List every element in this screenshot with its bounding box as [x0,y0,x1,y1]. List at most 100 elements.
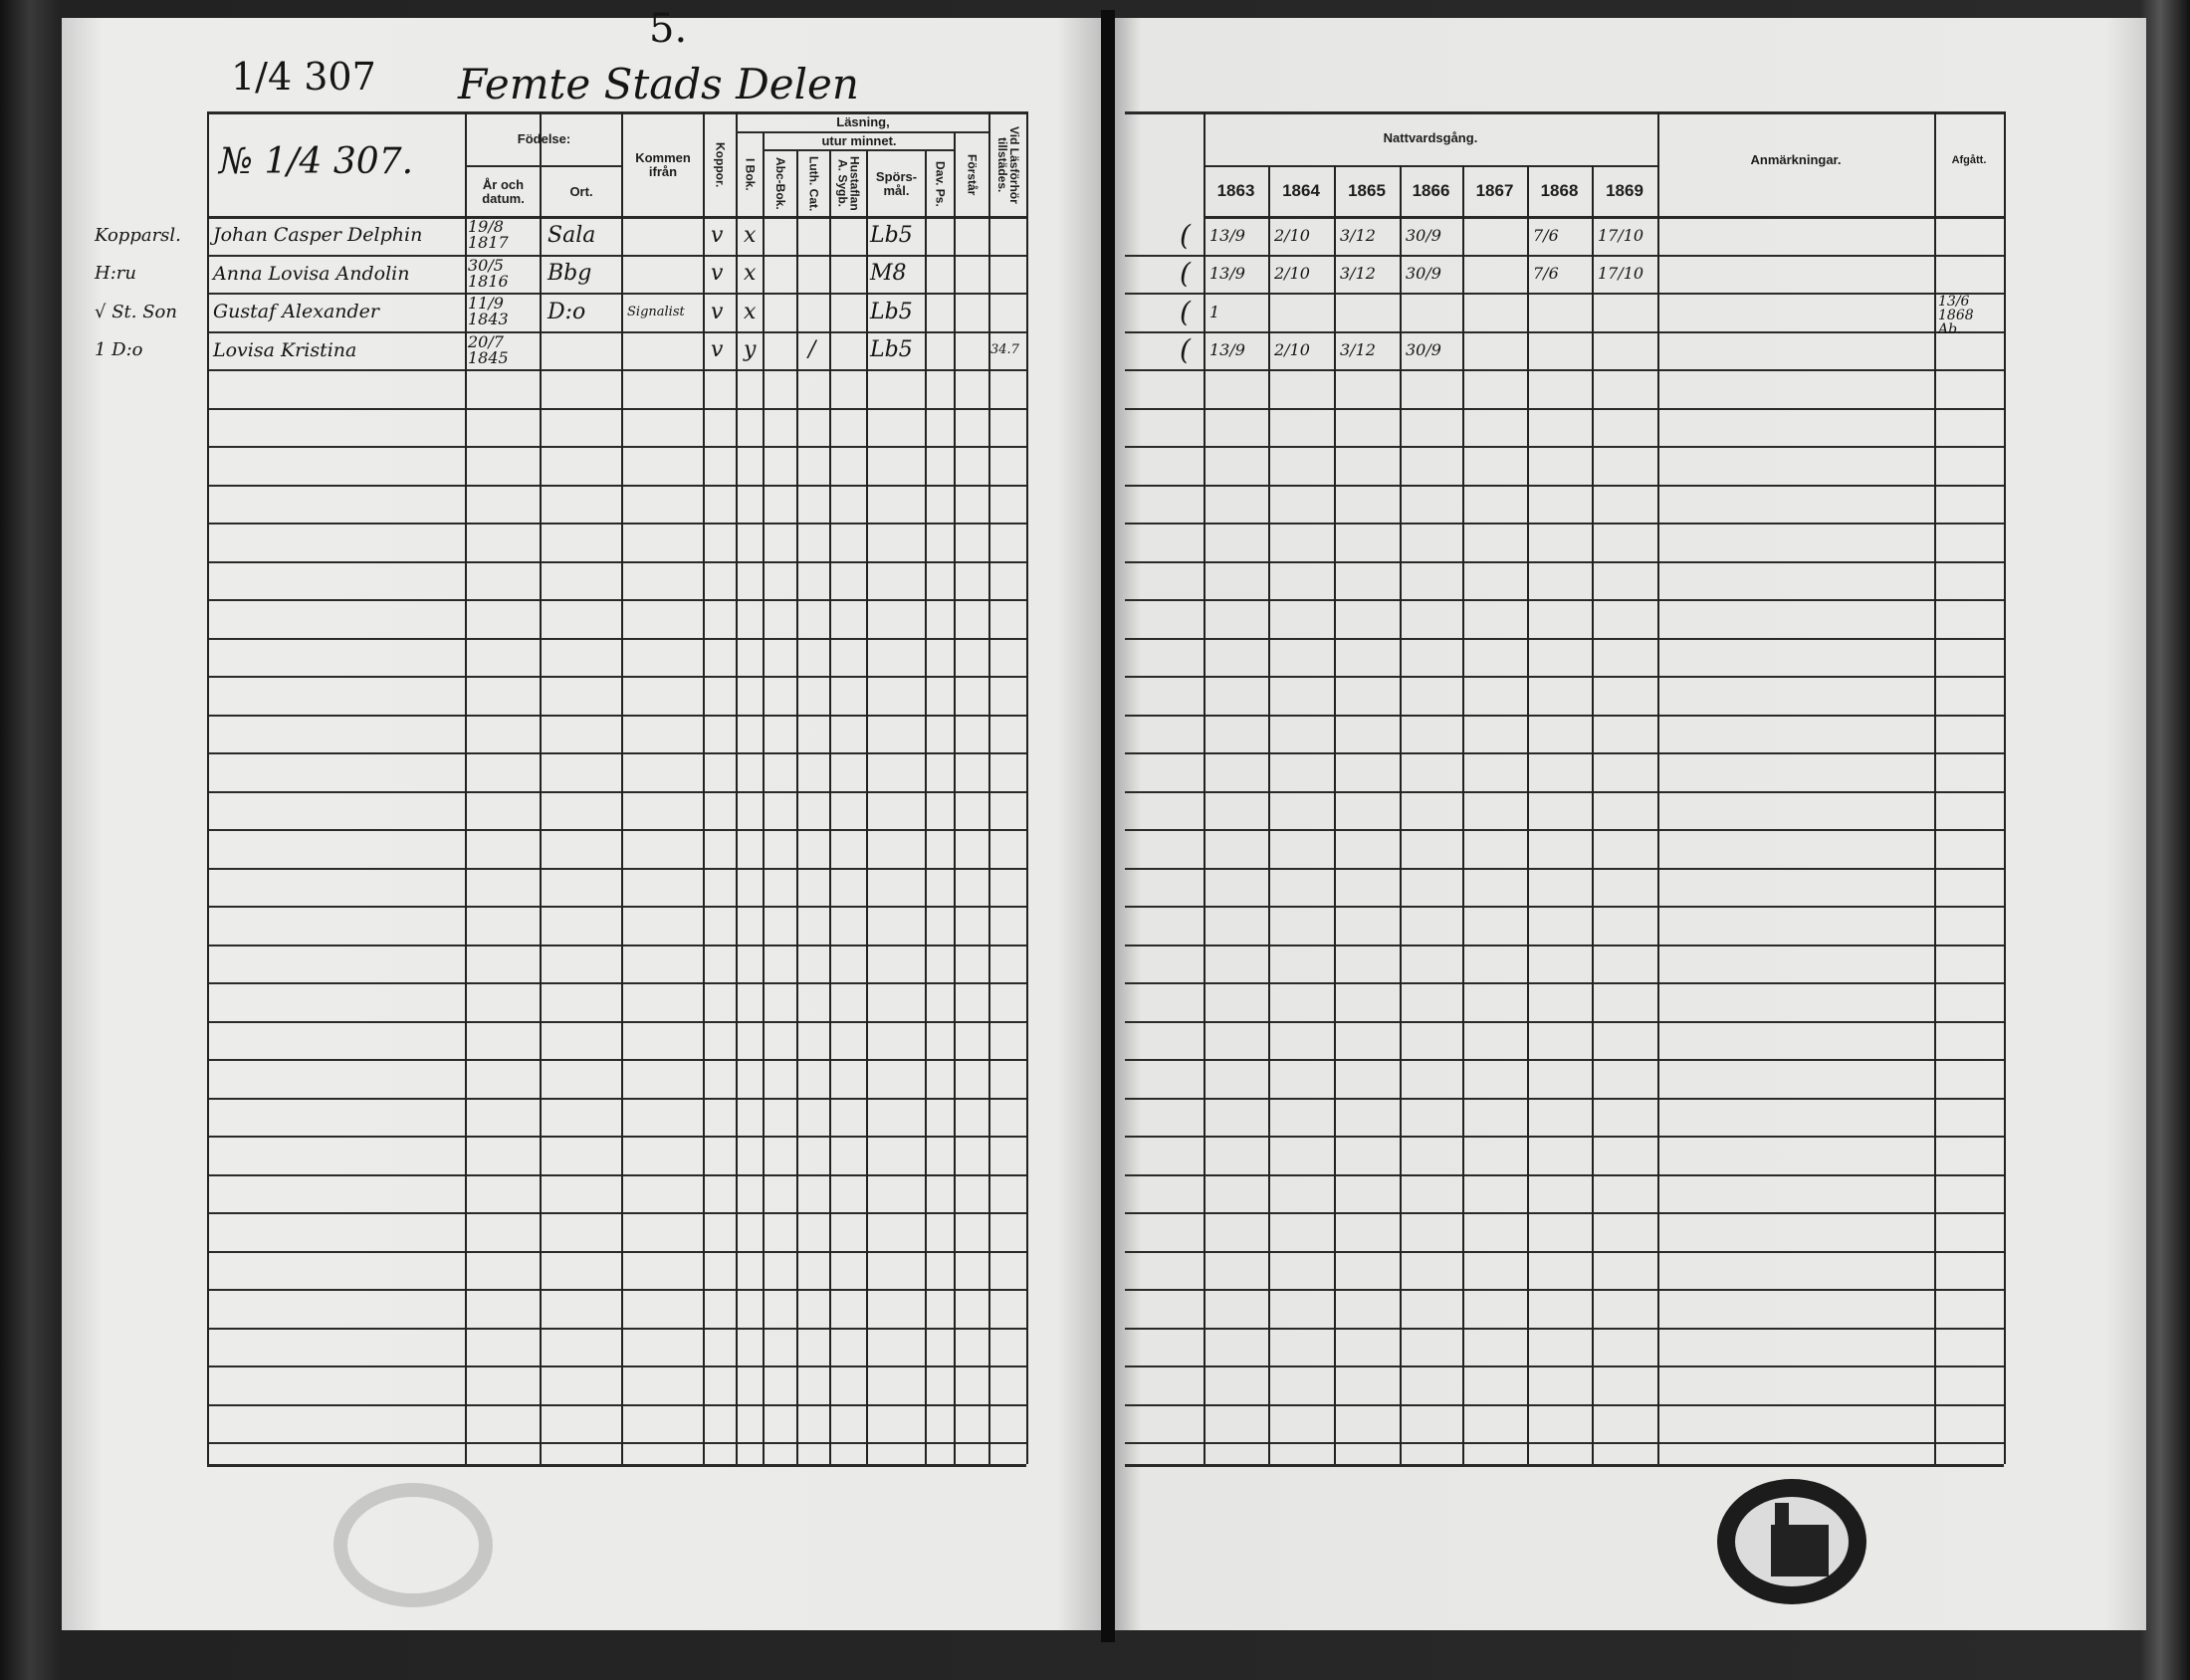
row-line [1125,1289,2004,1291]
person-name: Anna Lovisa Andolin [213,262,410,285]
row-line [1125,254,2004,257]
row-line [207,1365,1026,1367]
column-line [1934,111,1936,1464]
row-line [1125,330,2004,333]
column-line [1204,111,1205,1464]
archive-stamp [1717,1479,1866,1604]
row-line [1125,1212,2004,1214]
column-line [736,111,738,1464]
row-line [207,484,1026,487]
column-line [207,111,209,1464]
communion-date: 17/10 [1598,225,1644,245]
row-line [207,1020,1026,1023]
communion-date: 7/6 [1533,225,1559,245]
communion-date: 30/9 [1406,340,1441,360]
birth-date: 20/7 1845 [468,331,509,367]
row-line [1125,407,2004,410]
header-vid-lasforhor: Vid Läsförhör tillstädes. [995,125,1021,204]
row-line [207,560,1026,563]
row-line [207,523,1026,525]
header-fodelse: Födelse: [517,131,571,146]
row-line [207,599,1026,601]
header-nattvardsgang: Nattvardsgång. [1383,130,1478,145]
header-abc-bok: Abc-Bok. [773,157,787,210]
communion-date: 1 [1209,302,1220,321]
departure-note: 13/6 1868 Ab. [1938,294,1974,337]
row-line [207,1059,1026,1061]
column-line [1592,165,1594,1464]
column-line [1268,165,1270,1464]
row-line [207,906,1026,908]
column-line [540,111,542,1464]
header-kommen-ifran: Kommen ifrån [635,149,691,179]
row-line [207,1250,1026,1253]
church-tower [1775,1503,1789,1529]
row-line [207,714,1026,717]
row-line [1125,369,2004,371]
communion-date: 30/9 [1406,225,1441,245]
communion-date: 3/12 [1340,264,1376,284]
right-header-bottom [1204,216,2004,219]
header-year: 1868 [1540,180,1579,200]
i-bok-mark: x [744,222,757,248]
communion-date: 2/10 [1274,264,1310,284]
row-line [207,867,1026,870]
column-line [988,111,990,1464]
row-line [207,982,1026,984]
years-divider [1204,165,1657,167]
header-koppor: Koppor. [713,141,728,188]
came-from: Signalist [627,304,685,319]
header-bottom-border [207,216,1026,219]
margin-occupation: H:ru [95,263,136,285]
table-top-border [207,111,1026,114]
column-line [1400,165,1402,1464]
row-line [207,407,1026,410]
margin-occupation: Kopparsl. [95,224,181,246]
row-line [1125,829,2004,831]
column-line [925,149,927,1464]
row-line [207,1442,1026,1444]
column-line [796,149,798,1464]
row-line [1125,906,2004,908]
row-line [207,1136,1026,1138]
bracket-mark: ( [1180,295,1191,328]
koppor-mark: v [711,222,724,248]
birth-place: Sala [548,222,596,248]
sporsmal-mark: M8 [870,261,907,287]
column-line [621,111,623,1464]
row-line [1125,1136,2004,1138]
row-line [207,637,1026,640]
lasforhor-mark: 34.7 [990,342,1019,358]
row-line [207,829,1026,831]
column-line [1527,165,1529,1464]
row-line [207,1403,1026,1406]
column-line [829,149,831,1464]
row-line [1125,1059,2004,1061]
row-line [207,254,1026,257]
margin-occupation: √ St. Son [95,301,177,322]
koppor-mark: v [711,337,724,363]
row-line [1125,867,2004,870]
row-line [1125,944,2004,946]
person-name: Lovisa Kristina [213,338,357,361]
row-line [1125,1097,2004,1100]
header-year: 1864 [1282,180,1320,200]
column-line [866,149,868,1464]
row-line [1125,484,2004,487]
header-year: 1863 [1216,180,1255,200]
right-table-top-border [1125,111,2004,114]
row-line [1125,1020,2004,1023]
church-emblem [1771,1525,1829,1576]
header-afgatt: Afgått. [1951,154,1987,166]
row-line [207,369,1026,371]
row-line [207,1212,1026,1214]
i-bok-mark: y [744,337,757,363]
row-line [1125,1403,2004,1406]
right-page [1111,18,2146,1630]
row-line [207,1289,1026,1291]
header-year: 1869 [1606,180,1643,200]
header-hustaflan: Hustaflan A. Sygb. [835,156,862,211]
header-dav-ps: Dav. Ps. [933,160,948,207]
header-sporsmal: Spörs-mål. [875,168,918,198]
left-page [62,18,1105,1630]
